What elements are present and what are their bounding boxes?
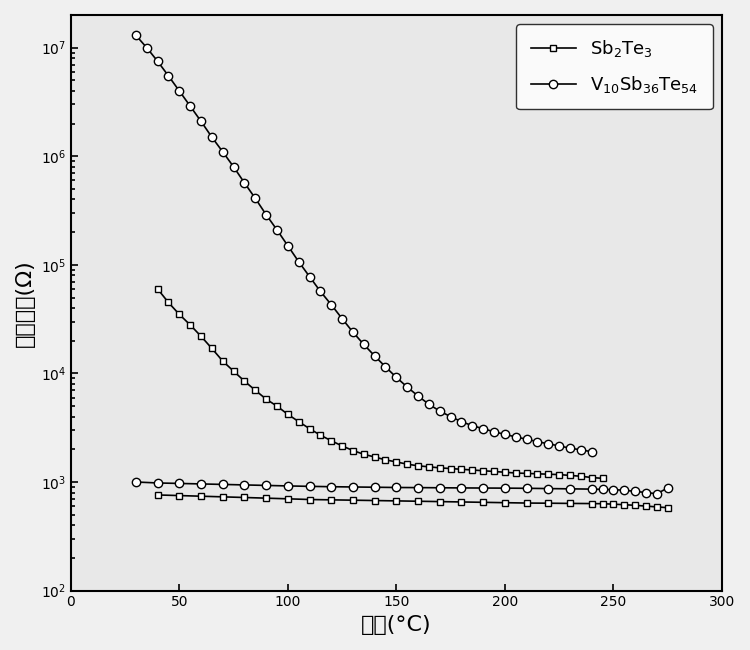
V$_{10}$Sb$_{36}$Te$_{54}$ bbox=[131, 478, 140, 486]
V$_{10}$Sb$_{36}$Te$_{54}$ bbox=[609, 486, 618, 493]
Line: Sb$_2$Te$_3$: Sb$_2$Te$_3$ bbox=[154, 491, 671, 511]
Sb$_2$Te$_3$ bbox=[392, 497, 400, 505]
V$_{10}$Sb$_{36}$Te$_{54}$ bbox=[641, 489, 650, 497]
V$_{10}$Sb$_{36}$Te$_{54}$ bbox=[522, 484, 531, 492]
Sb$_2$Te$_3$ bbox=[620, 500, 628, 508]
V$_{10}$Sb$_{36}$Te$_{54}$ bbox=[196, 480, 206, 488]
Sb$_2$Te$_3$ bbox=[349, 497, 358, 504]
V$_{10}$Sb$_{36}$Te$_{54}$ bbox=[370, 484, 379, 491]
Sb$_2$Te$_3$ bbox=[500, 499, 509, 506]
Sb$_2$Te$_3$ bbox=[631, 501, 640, 509]
Sb$_2$Te$_3$ bbox=[153, 491, 162, 499]
Sb$_2$Te$_3$ bbox=[175, 491, 184, 499]
V$_{10}$Sb$_{36}$Te$_{54}$ bbox=[218, 480, 227, 488]
X-axis label: 温度(°C): 温度(°C) bbox=[361, 615, 432, 635]
Sb$_2$Te$_3$ bbox=[284, 495, 292, 502]
V$_{10}$Sb$_{36}$Te$_{54}$ bbox=[478, 484, 488, 492]
Legend: Sb$_2$Te$_3$, V$_{10}$Sb$_{36}$Te$_{54}$: Sb$_2$Te$_3$, V$_{10}$Sb$_{36}$Te$_{54}$ bbox=[516, 24, 712, 109]
Sb$_2$Te$_3$ bbox=[262, 494, 271, 502]
Sb$_2$Te$_3$ bbox=[478, 499, 488, 506]
Sb$_2$Te$_3$ bbox=[598, 500, 607, 508]
V$_{10}$Sb$_{36}$Te$_{54}$ bbox=[587, 485, 596, 493]
V$_{10}$Sb$_{36}$Te$_{54}$ bbox=[500, 484, 509, 492]
V$_{10}$Sb$_{36}$Te$_{54}$ bbox=[240, 481, 249, 489]
V$_{10}$Sb$_{36}$Te$_{54}$ bbox=[413, 484, 422, 491]
Sb$_2$Te$_3$ bbox=[435, 498, 444, 506]
V$_{10}$Sb$_{36}$Te$_{54}$ bbox=[544, 485, 553, 493]
Sb$_2$Te$_3$ bbox=[413, 497, 422, 505]
Sb$_2$Te$_3$ bbox=[566, 499, 574, 507]
V$_{10}$Sb$_{36}$Te$_{54}$ bbox=[631, 488, 640, 495]
Sb$_2$Te$_3$ bbox=[457, 498, 466, 506]
Sb$_2$Te$_3$ bbox=[544, 499, 553, 507]
V$_{10}$Sb$_{36}$Te$_{54}$ bbox=[262, 482, 271, 489]
V$_{10}$Sb$_{36}$Te$_{54}$ bbox=[652, 490, 662, 498]
V$_{10}$Sb$_{36}$Te$_{54}$ bbox=[284, 482, 292, 490]
V$_{10}$Sb$_{36}$Te$_{54}$ bbox=[349, 483, 358, 491]
Y-axis label: 薄膜电阯(Ω): 薄膜电阯(Ω) bbox=[15, 259, 35, 346]
Sb$_2$Te$_3$ bbox=[240, 493, 249, 501]
V$_{10}$Sb$_{36}$Te$_{54}$ bbox=[457, 484, 466, 492]
V$_{10}$Sb$_{36}$Te$_{54}$ bbox=[620, 486, 628, 494]
V$_{10}$Sb$_{36}$Te$_{54}$ bbox=[327, 483, 336, 491]
V$_{10}$Sb$_{36}$Te$_{54}$ bbox=[305, 482, 314, 490]
Sb$_2$Te$_3$ bbox=[218, 493, 227, 500]
Sb$_2$Te$_3$ bbox=[641, 502, 650, 510]
Sb$_2$Te$_3$ bbox=[587, 500, 596, 508]
V$_{10}$Sb$_{36}$Te$_{54}$ bbox=[392, 484, 400, 491]
Sb$_2$Te$_3$ bbox=[522, 499, 531, 507]
V$_{10}$Sb$_{36}$Te$_{54}$ bbox=[663, 484, 672, 492]
Sb$_2$Te$_3$ bbox=[663, 504, 672, 512]
V$_{10}$Sb$_{36}$Te$_{54}$ bbox=[435, 484, 444, 491]
Sb$_2$Te$_3$ bbox=[196, 492, 206, 500]
V$_{10}$Sb$_{36}$Te$_{54}$ bbox=[598, 486, 607, 493]
Line: V$_{10}$Sb$_{36}$Te$_{54}$: V$_{10}$Sb$_{36}$Te$_{54}$ bbox=[132, 478, 672, 498]
Sb$_2$Te$_3$ bbox=[327, 496, 336, 504]
Sb$_2$Te$_3$ bbox=[305, 495, 314, 503]
Sb$_2$Te$_3$ bbox=[370, 497, 379, 504]
V$_{10}$Sb$_{36}$Te$_{54}$ bbox=[153, 479, 162, 487]
V$_{10}$Sb$_{36}$Te$_{54}$ bbox=[566, 485, 574, 493]
Sb$_2$Te$_3$ bbox=[652, 503, 662, 511]
Sb$_2$Te$_3$ bbox=[609, 500, 618, 508]
V$_{10}$Sb$_{36}$Te$_{54}$ bbox=[175, 480, 184, 488]
